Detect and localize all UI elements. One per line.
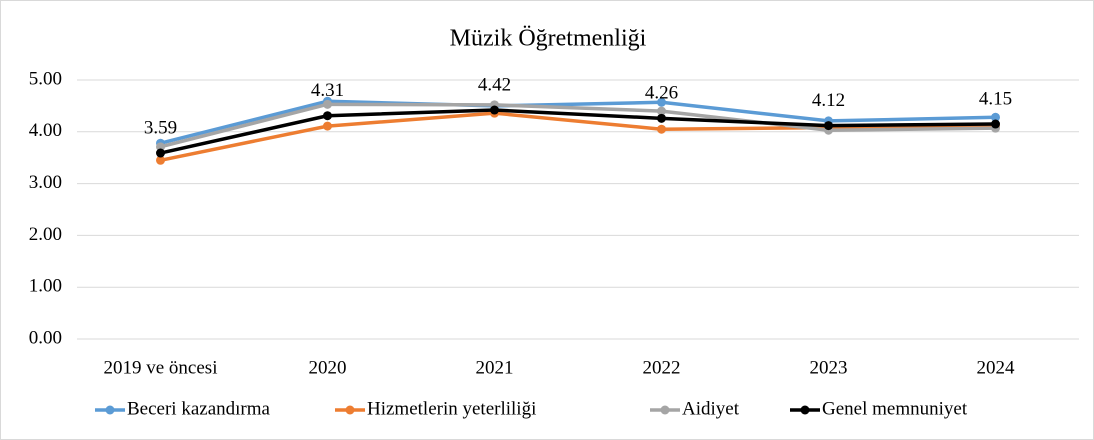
legend-marker: [800, 405, 810, 415]
x-tick-label: 2024: [977, 357, 1016, 378]
x-tick-label: 2021: [476, 357, 514, 378]
data-point: [657, 113, 666, 123]
x-tick-label: 2023: [810, 357, 848, 378]
data-label: 4.42: [478, 74, 511, 95]
data-point: [156, 155, 165, 165]
data-point: [323, 111, 332, 121]
y-tick-label: 0.00: [29, 327, 62, 348]
y-tick-label: 3.00: [29, 172, 62, 193]
data-point: [323, 99, 332, 109]
chart-title: Müzik Öğretmenliği: [450, 26, 647, 52]
data-point: [991, 112, 1000, 122]
x-tick-label: 2022: [643, 357, 681, 378]
data-point: [657, 106, 666, 116]
data-point: [156, 142, 165, 152]
series-line: [160, 111, 996, 163]
data-point: [323, 121, 332, 131]
data-point: [657, 124, 666, 134]
data-label: 4.12: [812, 90, 845, 111]
y-tick-label: 4.00: [29, 120, 62, 141]
x-tick-label: 2020: [309, 357, 347, 378]
y-tick-label: 5.00: [29, 68, 62, 89]
data-point: [991, 119, 1000, 129]
data-point: [156, 148, 165, 158]
legend-label: Hizmetlerin yeterliliği: [367, 398, 536, 419]
legend-label: Aidiyet: [682, 398, 740, 419]
data-point: [824, 121, 833, 131]
y-tick-label: 2.00: [29, 224, 62, 245]
legend-marker: [105, 405, 115, 415]
legend-marker: [345, 405, 355, 415]
legend-label: Genel memnuniyet: [822, 398, 968, 419]
data-label: 3.59: [144, 117, 177, 138]
legend-label: Beceri kazandırma: [127, 398, 271, 419]
series-line: [160, 99, 996, 145]
data-label: 4.31: [311, 80, 344, 101]
data-label: 4.26: [645, 83, 678, 104]
x-tick-label: 2019 ve öncesi: [104, 357, 218, 378]
data-label: 4.15: [979, 88, 1012, 109]
y-tick-label: 1.00: [29, 276, 62, 297]
series-line: [160, 108, 996, 155]
legend-marker: [660, 405, 670, 415]
data-point: [657, 97, 666, 107]
data-point: [490, 105, 499, 115]
series-line: [160, 102, 996, 149]
